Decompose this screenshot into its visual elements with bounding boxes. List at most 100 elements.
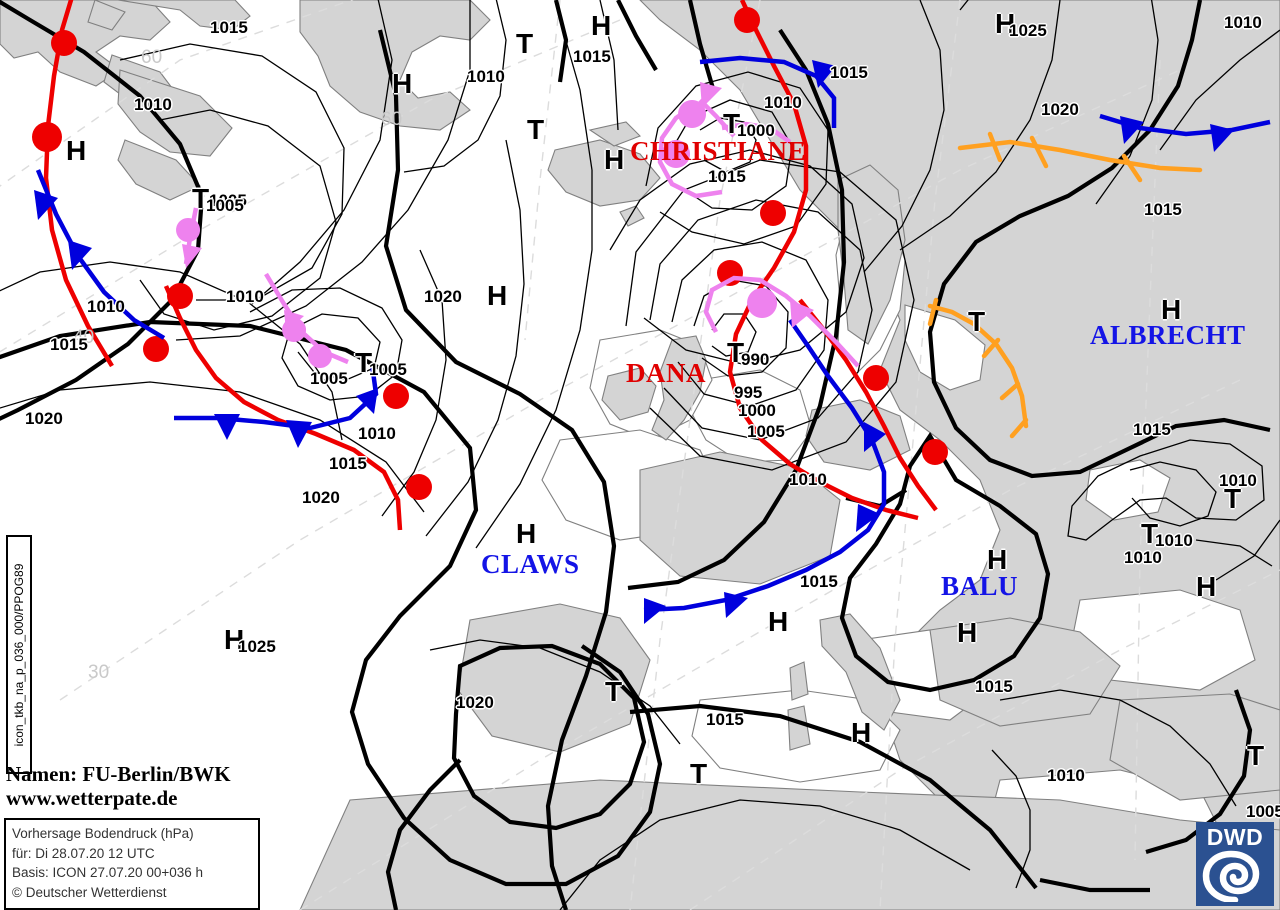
isobar-1015-med bbox=[629, 703, 1038, 890]
isobar-label-1010-5: 1010 bbox=[764, 93, 802, 112]
cold-front-barbs bbox=[34, 60, 1234, 624]
low-center-13: T bbox=[727, 337, 745, 368]
high-center-12: H bbox=[995, 8, 1016, 39]
storm-name-dana: DANA bbox=[626, 358, 706, 388]
low-value-11: 1000 bbox=[737, 121, 775, 140]
land-details bbox=[299, 164, 1280, 910]
isobar-label-1015-4: 1015 bbox=[708, 167, 746, 186]
occluded-bumps bbox=[176, 82, 814, 368]
land-iberia bbox=[457, 603, 651, 753]
isobar-label-1020-19: 1020 bbox=[424, 287, 462, 306]
isobar-label-1020-8: 1020 bbox=[1041, 100, 1079, 119]
storm-name-christiane: CHRISTIANE bbox=[630, 136, 807, 166]
isobar-label-1010-2: 1010 bbox=[467, 67, 505, 86]
high-center-5: H bbox=[224, 624, 245, 655]
isobar-label-1015-17: 1015 bbox=[329, 454, 367, 473]
isobar-label-1010-7: 1010 bbox=[1224, 13, 1262, 32]
high-center-20: H bbox=[1196, 571, 1217, 602]
legend-box: Vorhersage Bodendruck (hPa) für: Di 28.0… bbox=[4, 818, 260, 910]
isobar-label-1010-30: 1010 bbox=[1219, 471, 1257, 490]
high-value-12: 1025 bbox=[1009, 21, 1047, 40]
land-scandinavia bbox=[837, 164, 906, 345]
product-id-strip: icon_tkb_na_p_036_000/PPOG89 bbox=[6, 535, 32, 774]
isobar-label-1015-12: 1015 bbox=[50, 335, 88, 354]
low-value-18: 1010 bbox=[1155, 531, 1193, 550]
high-center-17: H bbox=[957, 617, 978, 648]
names-credit-line1: Namen: FU-Berlin/BWK bbox=[6, 762, 231, 786]
low-center-6: T bbox=[516, 28, 534, 59]
isobar-label-1015-0: 1015 bbox=[210, 18, 248, 37]
high-center-22: H bbox=[851, 717, 872, 748]
isobar-label-1015-24: 1015 bbox=[1133, 420, 1171, 439]
isobar-label-1015-9: 1015 bbox=[1144, 200, 1182, 219]
high-value-5: 1025 bbox=[238, 637, 276, 656]
isobar-label-1010-23: 1010 bbox=[789, 470, 827, 489]
low-center-9: T bbox=[527, 114, 545, 145]
isobar-trough-atlantic bbox=[377, 29, 617, 910]
isobar-label-1010-29: 1010 bbox=[1047, 766, 1085, 785]
storm-name-balu: BALU bbox=[941, 571, 1019, 601]
low-center-24: T bbox=[690, 758, 708, 789]
low-center-25: T bbox=[1247, 740, 1265, 771]
low-center-23: T bbox=[605, 676, 623, 707]
sea-baltic-east bbox=[1085, 459, 1171, 521]
legend-valid-time: für: Di 28.07.20 12 UTC bbox=[12, 845, 155, 861]
isobar-label-1005-15: 1005 bbox=[310, 369, 348, 388]
high-center-16: H bbox=[987, 544, 1008, 575]
storm-name-albrecht: ALBRECHT bbox=[1090, 320, 1246, 350]
isobar-balu-ring bbox=[839, 432, 1051, 693]
isobar-label-1015-6: 1015 bbox=[830, 63, 868, 82]
isobar-label-1015-26: 1015 bbox=[975, 677, 1013, 696]
high-center-3: H bbox=[487, 280, 508, 311]
dwd-logo: DWD bbox=[1196, 822, 1274, 906]
grid-label-30-2: 30 bbox=[88, 662, 110, 683]
high-center-15: H bbox=[1161, 294, 1182, 325]
land-great-britain bbox=[651, 335, 707, 441]
sea-north bbox=[689, 369, 813, 463]
low-center-14: T bbox=[968, 306, 986, 337]
low-center-1: T bbox=[192, 183, 210, 214]
land-italy bbox=[819, 613, 901, 731]
low-value-13: 990 bbox=[741, 350, 770, 369]
dwd-logo-text: DWD bbox=[1206, 824, 1264, 850]
product-id-text: icon_tkb_na_p_036_000/PPOG89 bbox=[12, 563, 26, 746]
grid-label-40-3: 40 bbox=[73, 327, 95, 348]
isobar-label-1015-28: 1015 bbox=[706, 710, 744, 729]
land-ireland bbox=[601, 367, 657, 421]
high-center-8: H bbox=[591, 10, 612, 41]
legend-title: Vorhersage Bodendruck (hPa) bbox=[12, 826, 194, 841]
isobar-label-995-20: 995 bbox=[734, 383, 763, 402]
isobar-label-1005-22: 1005 bbox=[747, 422, 785, 441]
cold-front-west bbox=[35, 169, 166, 340]
isobar-label-1000-21: 1000 bbox=[738, 401, 776, 420]
storm-name-claws: CLAWS bbox=[481, 549, 580, 579]
isobar-label-1005-32: 1005 bbox=[1246, 802, 1280, 821]
isobar-label-1020-13: 1020 bbox=[25, 409, 63, 428]
low-value-1: 1005 bbox=[206, 196, 244, 215]
isobar-label-1010-1: 1010 bbox=[134, 95, 172, 114]
low-center-18: T bbox=[1141, 518, 1159, 549]
trough-lines bbox=[927, 131, 1203, 439]
land-balkans bbox=[929, 617, 1121, 727]
grid-label-60-0: 60 bbox=[141, 47, 163, 68]
isobar-label-1020-18: 1020 bbox=[302, 488, 340, 507]
occluded-fronts bbox=[176, 82, 860, 368]
names-credit-line2: www.wetterpate.de bbox=[6, 786, 178, 811]
isobar-1015-north-sea bbox=[627, 28, 847, 591]
isobar-label-1015-3: 1015 bbox=[573, 47, 611, 66]
isobar-label-1010-16: 1010 bbox=[358, 424, 396, 443]
land-north-africa bbox=[299, 779, 1280, 910]
isobar-label-1005-10: 1005 bbox=[209, 191, 247, 210]
high-center-10: H bbox=[604, 144, 625, 175]
high-center-7: H bbox=[392, 68, 413, 99]
low-center-2: T bbox=[355, 347, 373, 378]
legend-basis: Basis: ICON 27.07.20 00+036 h bbox=[12, 865, 203, 881]
land-greenland bbox=[299, 0, 491, 131]
high-center-21: H bbox=[768, 606, 789, 637]
sea-baltic bbox=[904, 304, 986, 391]
cold-fronts bbox=[34, 55, 1271, 624]
low-value-2: 1005 bbox=[369, 360, 407, 379]
isobar-label-1010-11: 1010 bbox=[87, 297, 125, 316]
